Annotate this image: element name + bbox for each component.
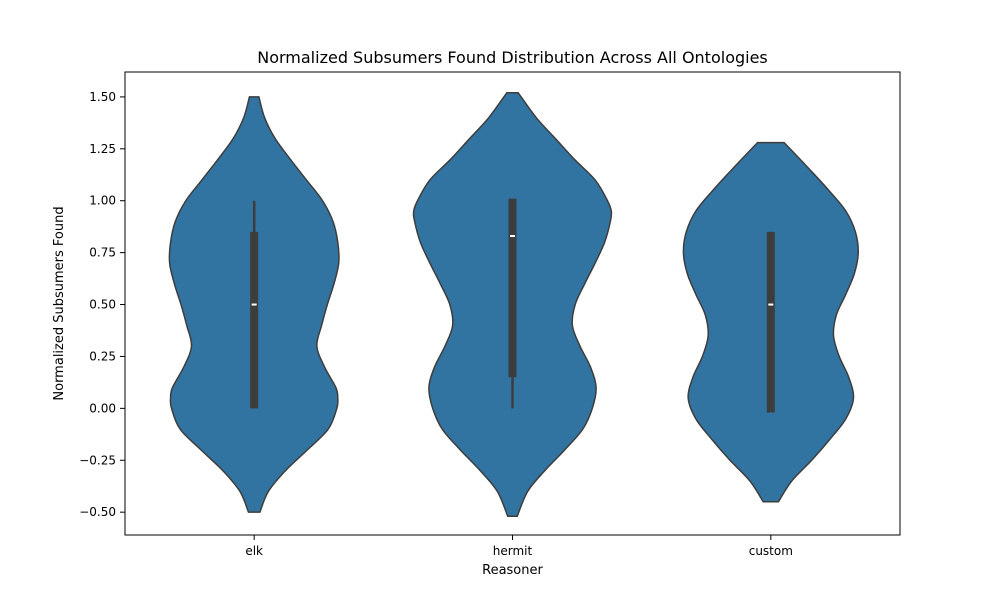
y-tick-label: 1.00 bbox=[89, 194, 116, 208]
y-tick-label: 0.50 bbox=[89, 298, 116, 312]
x-tick-label-elk: elk bbox=[245, 544, 263, 558]
y-tick-label: 0.75 bbox=[89, 246, 116, 260]
chart-title: Normalized Subsumers Found Distribution … bbox=[257, 48, 768, 67]
iqr-box-hermit bbox=[508, 198, 517, 378]
y-tick-label: 0.25 bbox=[89, 349, 116, 363]
x-axis-ticks: elk hermit custom bbox=[245, 535, 793, 558]
y-tick-label: 1.25 bbox=[89, 142, 116, 156]
median-marker-custom bbox=[768, 303, 774, 306]
median-marker-hermit bbox=[510, 235, 515, 238]
x-axis-label: Reasoner bbox=[482, 563, 543, 578]
iqr-box-custom bbox=[766, 231, 775, 413]
y-axis-ticks: −0.50 −0.25 0.00 0.25 0.50 0.75 1.00 1.25 1.50 bbox=[79, 90, 125, 519]
y-tick-label: 0.00 bbox=[89, 401, 116, 415]
x-tick-label-custom: custom bbox=[749, 544, 793, 558]
median-marker-elk bbox=[251, 303, 257, 306]
y-axis-label: Normalized Subsumers Found bbox=[52, 206, 67, 400]
y-tick-label: 1.50 bbox=[89, 90, 116, 104]
iqr-box-elk bbox=[250, 231, 259, 409]
x-tick-label-hermit: hermit bbox=[493, 544, 533, 558]
y-tick-label: −0.25 bbox=[79, 453, 116, 467]
y-tick-label: −0.50 bbox=[79, 505, 116, 519]
boxes-layer bbox=[250, 198, 775, 413]
